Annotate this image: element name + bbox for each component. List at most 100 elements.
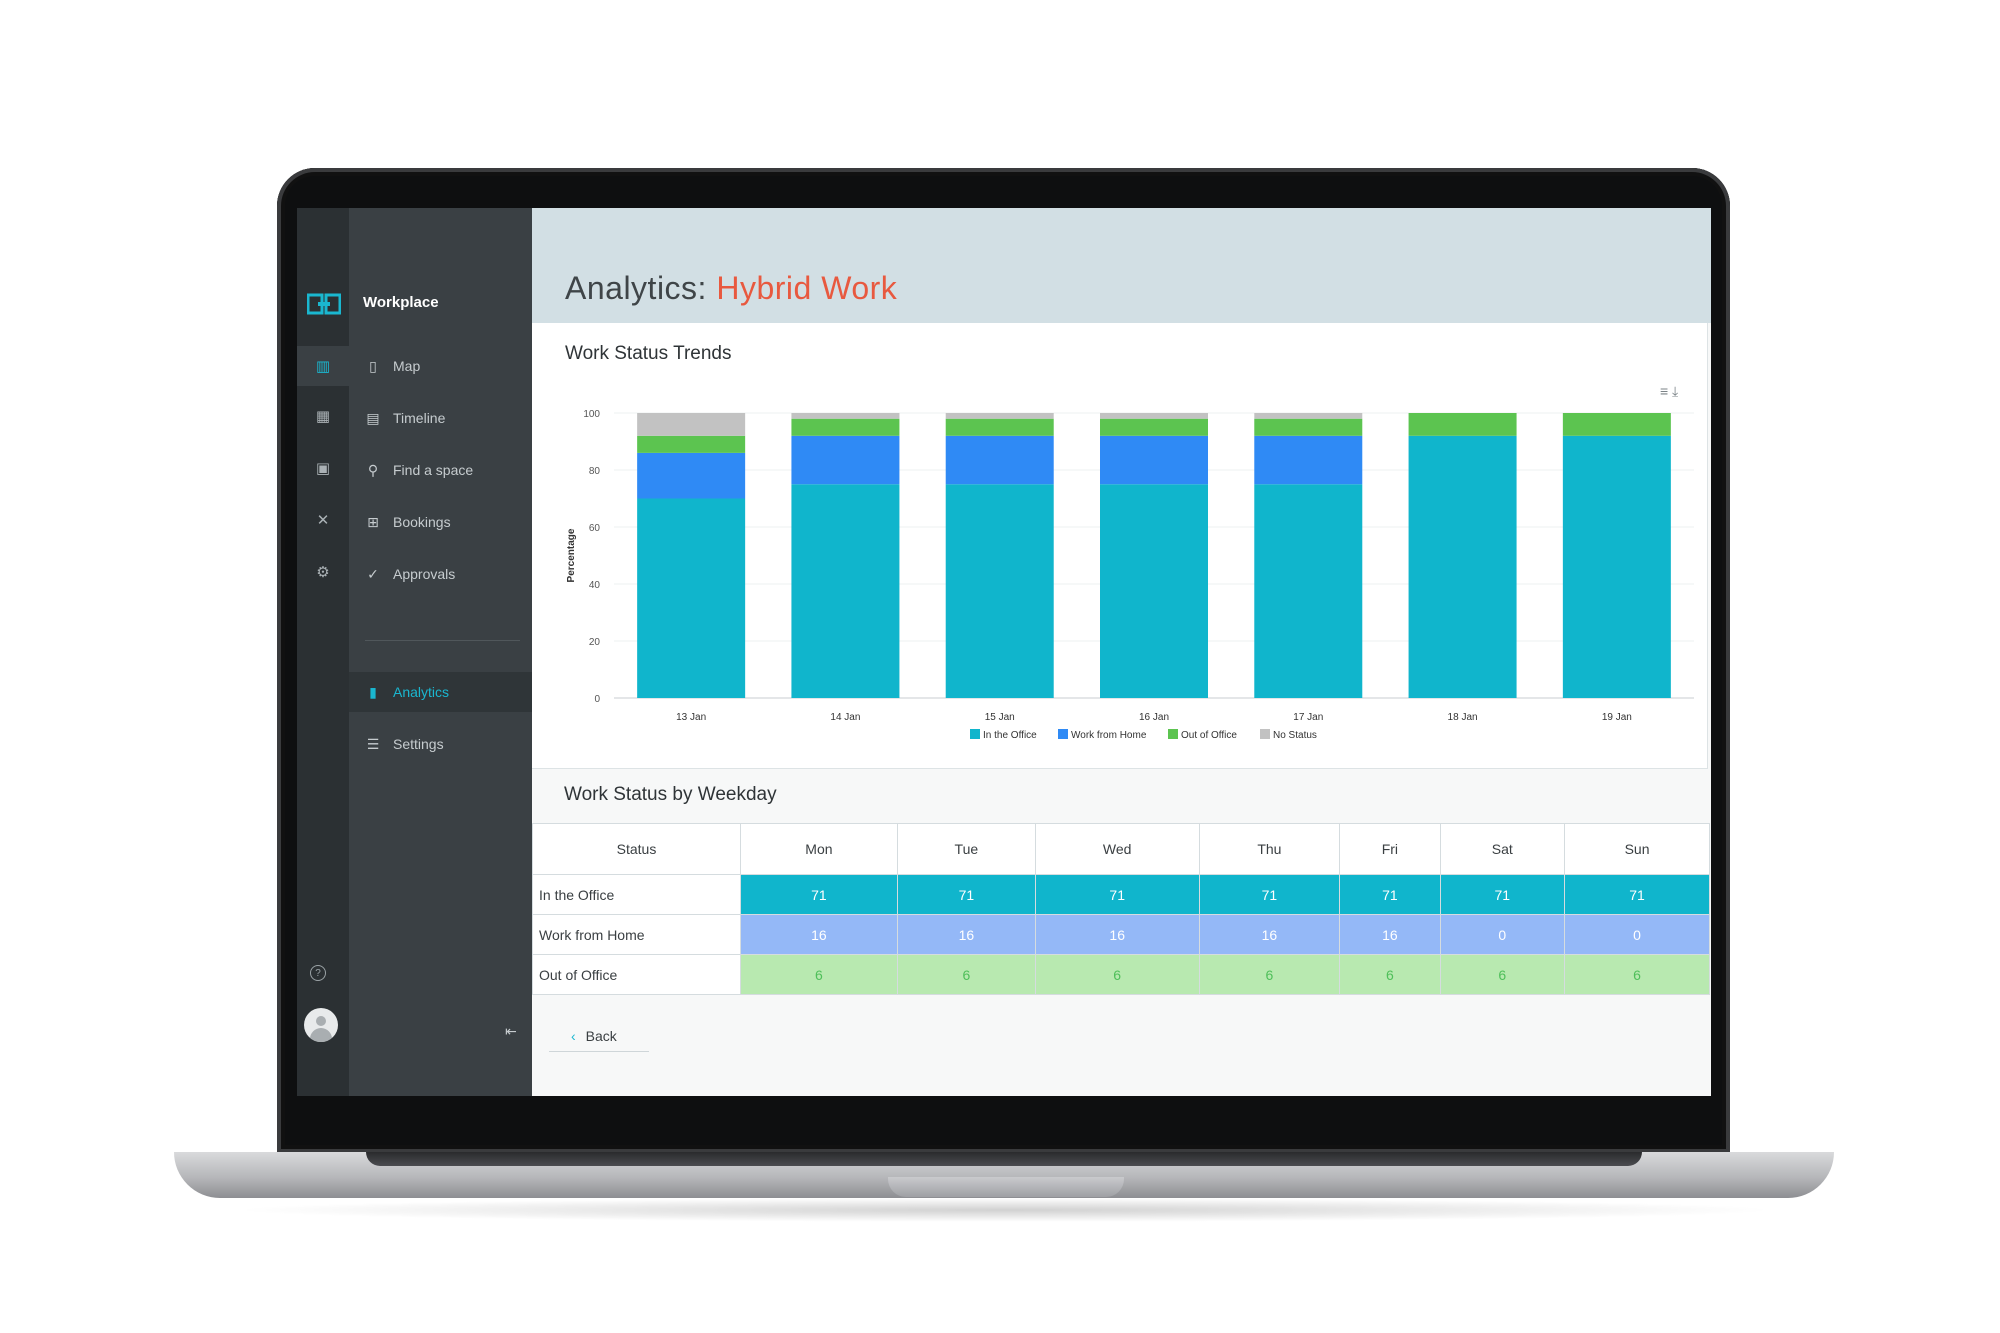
trends-chart: 0 20 40 60 80 100 Percentage 13 Jan 14 Jan 15 Jan… xyxy=(566,409,1694,741)
table-cell: 6 xyxy=(1564,954,1710,995)
sidebar-divider xyxy=(365,640,520,641)
bar-segment xyxy=(1100,418,1208,436)
rail-gear-icon[interactable]: ⚙ xyxy=(316,564,330,581)
sidebar-item-label: Settings xyxy=(393,736,444,752)
y-tick-label: 80 xyxy=(589,466,601,477)
legend-entry: Out of Office xyxy=(1181,730,1237,741)
sidebar-item-bookings[interactable]: ⊞ Bookings xyxy=(349,502,532,542)
chevron-left-icon: ‹ xyxy=(571,1028,576,1044)
avatar[interactable] xyxy=(304,1008,338,1042)
column-header: Fri xyxy=(1339,823,1441,875)
sidebar-item-timeline[interactable]: ▤ Timeline xyxy=(349,398,532,438)
table-cell: 16 xyxy=(740,914,898,955)
y-tick-label: 40 xyxy=(589,580,601,591)
table-cell: 71 xyxy=(1034,874,1200,915)
legend-swatch xyxy=(1260,729,1270,739)
column-header: Thu xyxy=(1198,823,1341,875)
laptop-hinge xyxy=(366,1152,1642,1166)
bar-segment xyxy=(1100,484,1208,698)
collapse-sidebar-icon[interactable]: ⇤ xyxy=(505,1023,517,1039)
x-tick-label: 17 Jan xyxy=(1293,712,1323,723)
back-button[interactable]: ‹ Back xyxy=(549,1021,649,1052)
sidebar-item-settings[interactable]: ☰ Settings xyxy=(349,724,532,764)
rail-building-icon[interactable]: ▥ xyxy=(297,346,349,386)
table-row: Work from Home 16 16 16 16 16 0 0 xyxy=(532,914,1710,955)
sidebar-item-label: Bookings xyxy=(393,514,451,530)
bar-segment xyxy=(945,435,1054,485)
legend-entry: In the Office xyxy=(983,730,1037,741)
x-tick-label: 16 Jan xyxy=(1139,712,1169,723)
bar-segment xyxy=(945,413,1054,419)
rail-tools-icon[interactable]: ✕ xyxy=(316,512,330,529)
y-tick-label: 60 xyxy=(589,523,601,534)
table-cell: 71 xyxy=(896,874,1036,915)
bar-segment xyxy=(1254,435,1363,485)
bar-segment xyxy=(1408,413,1517,436)
bar-segment xyxy=(1254,484,1363,698)
back-label: Back xyxy=(585,1028,617,1044)
main-content: Analytics: Hybrid Work Work Status Trend… xyxy=(532,208,1711,1096)
weekday-table: Status Mon Tue Wed Thu Fri Sat Sun In th… xyxy=(532,823,1710,995)
bar-segment xyxy=(637,413,746,436)
sidebar-item-analytics[interactable]: ▮ Analytics xyxy=(349,672,532,712)
laptop-shadow xyxy=(230,1198,1780,1222)
bar-segment xyxy=(637,435,746,453)
table-cell: 6 xyxy=(896,954,1036,995)
sidebar xyxy=(349,208,532,1096)
column-header: Tue xyxy=(896,823,1036,875)
table-cell: 0 xyxy=(1564,914,1710,955)
table-cell: 6 xyxy=(1439,954,1566,995)
sidebar-item-label: Analytics xyxy=(393,684,450,700)
rail-badge-icon[interactable]: ▣ xyxy=(315,460,331,477)
search-icon: ⚲ xyxy=(367,461,379,478)
logo-icon xyxy=(307,293,341,315)
rail-calendar-icon[interactable]: ▦ xyxy=(315,408,331,425)
sidebar-item-label: Map xyxy=(393,358,421,374)
page-title: Analytics: Hybrid Work xyxy=(565,270,898,306)
table-cell: 71 xyxy=(1339,874,1441,915)
column-header: Sun xyxy=(1564,823,1710,875)
legend-swatch xyxy=(1058,729,1068,739)
brand-name: Workplace xyxy=(363,294,439,311)
column-header: Sat xyxy=(1439,823,1566,875)
table-cell: 16 xyxy=(1198,914,1341,955)
table-cell: 71 xyxy=(1564,874,1710,915)
help-icon[interactable]: ? xyxy=(310,965,326,981)
sidebar-item-label: Timeline xyxy=(393,410,446,426)
bar-segment xyxy=(1408,435,1517,698)
weekday-title: Work Status by Weekday xyxy=(564,784,777,805)
legend-entry: No Status xyxy=(1273,730,1317,741)
legend-entry: Work from Home xyxy=(1071,730,1147,741)
table-cell: 16 xyxy=(1339,914,1441,955)
table-header-row: Status Mon Tue Wed Thu Fri Sat Sun xyxy=(532,823,1710,875)
bookings-icon: ⊞ xyxy=(367,513,379,530)
page-header: Analytics: Hybrid Work xyxy=(532,208,1711,323)
bar-segment xyxy=(791,418,900,436)
legend-swatch xyxy=(970,729,980,739)
table-cell: 6 xyxy=(740,954,898,995)
check-circle-icon: ✓ xyxy=(367,565,379,582)
x-tick-label: 18 Jan xyxy=(1448,712,1478,723)
sidebar-item-label: Approvals xyxy=(393,566,456,582)
table-cell: 16 xyxy=(1034,914,1200,955)
chart-menu-icon[interactable]: ≡ ⤓ xyxy=(1660,383,1679,399)
row-label: In the Office xyxy=(532,874,741,915)
icon-rail: ▥ ▦ ▣ ✕ ⚙ ? xyxy=(297,208,349,1096)
sidebar-item-map[interactable]: ▯ Map xyxy=(349,346,532,386)
bar-segment xyxy=(637,452,746,499)
table-cell: 16 xyxy=(896,914,1036,955)
bar-segment xyxy=(1254,418,1363,436)
table-cell: 71 xyxy=(1439,874,1566,915)
bar-chart-icon: ▮ xyxy=(369,683,377,700)
timeline-icon: ▤ xyxy=(366,409,380,426)
y-axis-label: Percentage xyxy=(566,528,577,582)
y-tick-label: 100 xyxy=(583,409,600,420)
bar-segment xyxy=(1254,413,1363,419)
sidebar-item-approvals[interactable]: ✓ Approvals xyxy=(349,554,532,594)
sidebar-item-find-a-space[interactable]: ⚲ Find a space xyxy=(349,450,532,490)
y-tick-label: 0 xyxy=(594,694,600,705)
screen: ▥ ▦ ▣ ✕ ⚙ ? Workplace ▯ Map ▤ Timeline ⚲… xyxy=(297,208,1711,1096)
y-tick-label: 20 xyxy=(589,637,601,648)
table-cell: 71 xyxy=(740,874,898,915)
sliders-icon: ☰ xyxy=(366,735,380,752)
